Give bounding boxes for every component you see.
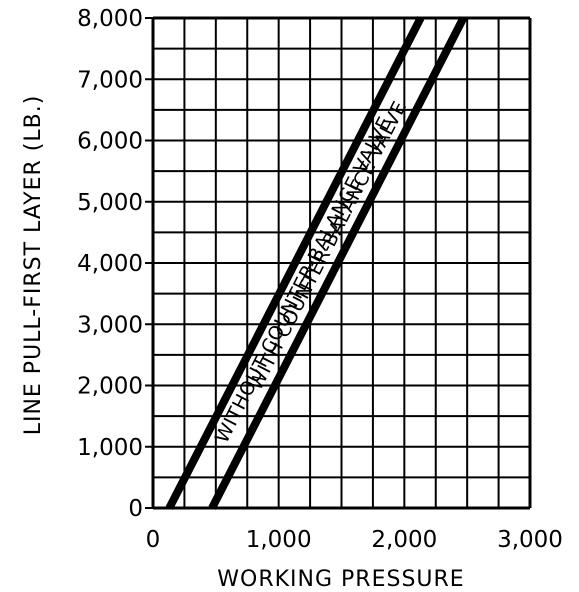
y-tick-label: 7,000	[77, 67, 143, 93]
series-lines	[165, 16, 467, 510]
tick-labels: 0 1,000 2,000 3,000 4,000 5,000 6,000 7,000 8,00…	[77, 6, 563, 553]
series-line-1	[165, 16, 425, 510]
y-tick-label: 2,000	[77, 374, 143, 400]
y-tick-label: 5,000	[77, 190, 143, 216]
y-tick-label: 3,000	[77, 312, 143, 338]
y-axis-title: LINE PULL-FIRST LAYER (LB.)	[21, 95, 46, 436]
x-axis-title: WORKING PRESSURE	[217, 567, 464, 592]
x-tick-label: 0	[146, 527, 161, 553]
x-tick-label: 3,000	[497, 527, 563, 553]
y-tick-label: 8,000	[77, 6, 143, 32]
x-tick-label: 1,000	[246, 527, 312, 553]
y-tick-label: 4,000	[77, 251, 143, 277]
x-tick-label: 2,000	[371, 527, 437, 553]
y-tick-label: 1,000	[77, 435, 143, 461]
series-line-2	[208, 16, 467, 510]
y-tick-label: 6,000	[77, 129, 143, 155]
y-tick-label: 0	[128, 496, 143, 522]
series-label-2: WITH COUNTER-BALANCE VALVE	[245, 98, 411, 394]
